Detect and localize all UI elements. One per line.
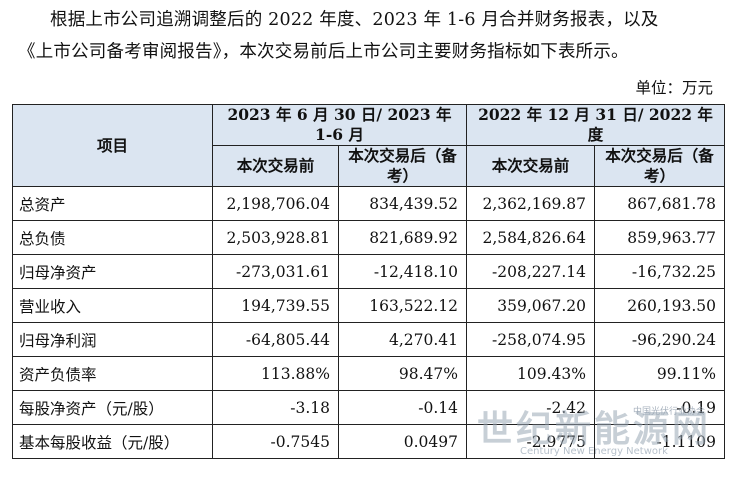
header-row-scenarios: 本次交易前 本次交易后（备考） 本次交易前 本次交易后（备考） [13,145,726,187]
table-row: 总资产 2,198,706.04 834,439.52 2,362,169.87… [12,186,726,221]
intro-line-2: 《上市公司备考审阅报告》，本次交易前后上市公司主要财务指标如下表所示。 [18,42,629,62]
metric-label: 营业收入 [12,288,213,323]
intro-paragraph: 根据上市公司追溯调整后的 2022 年度、2023 年 1-6 月合并财务报表，… [18,4,723,68]
value-cell: -2.42 [466,390,595,425]
value-cell: 2,198,706.04 [212,186,339,221]
table-row: 基本每股收益（元/股） -0.7545 0.0497 -2.9775 -1.11… [12,424,726,459]
value-cell: -273,031.61 [212,254,339,289]
table-row: 每股净资产（元/股） -3.18 -0.14 -2.42 -0.19 [12,390,726,425]
value-cell: 109.43% [466,356,595,391]
metric-label: 归母净资产 [12,254,213,289]
table-row: 资产负债率 113.88% 98.47% 109.43% 99.11% [12,356,726,391]
table-row: 归母净利润 -64,805.44 4,270.41 -258,074.95 -9… [12,322,726,357]
value-cell: 260,193.50 [593,288,726,323]
metric-label: 每股净资产（元/股） [12,390,213,425]
value-cell: 359,067.20 [466,288,595,323]
table-row: 总负债 2,503,928.81 821,689.92 2,584,826.64… [12,220,726,255]
value-cell: -0.14 [338,390,467,425]
period-header-2023: 2023 年 6 月 30 日/ 2023 年 1-6 月 [212,104,467,146]
table-row: 营业收入 194,739.55 163,522.12 359,067.20 26… [12,288,726,323]
value-cell: 4,270.41 [338,322,467,357]
value-cell: 834,439.52 [338,186,467,221]
value-cell: 0.0497 [338,424,467,459]
before-header: 本次交易前 [466,145,595,187]
before-header: 本次交易前 [212,145,339,187]
table-row: 归母净资产 -273,031.61 -12,418.10 -208,227.14… [12,254,726,289]
value-cell: -16,732.25 [593,254,726,289]
metric-label: 基本每股收益（元/股） [12,424,213,459]
value-cell: 2,584,826.64 [466,220,595,255]
value-cell: -0.7545 [212,424,339,459]
financial-indicators-table: 项目 2023 年 6 月 30 日/ 2023 年 1-6 月 2022 年 … [12,104,726,459]
value-cell: 113.88% [212,356,339,391]
value-cell: 98.47% [338,356,467,391]
value-cell: -258,074.95 [466,322,595,357]
value-cell: -96,290.24 [593,322,726,357]
value-cell: -3.18 [212,390,339,425]
value-cell: 821,689.92 [338,220,467,255]
header-row-periods: 项目 2023 年 6 月 30 日/ 2023 年 1-6 月 2022 年 … [12,104,726,187]
value-cell: 2,503,928.81 [212,220,339,255]
unit-label: 单位：万元 [635,79,713,97]
value-cell: -2.9775 [466,424,595,459]
value-cell: 99.11% [593,356,726,391]
value-cell: -12,418.10 [338,254,467,289]
value-cell: 867,681.78 [593,186,726,221]
period-header-2022: 2022 年 12 月 31 日/ 2022 年度 [465,104,726,146]
value-cell: -1.1109 [593,424,726,459]
intro-line-1: 根据上市公司追溯调整后的 2022 年度、2023 年 1-6 月合并财务报表，… [50,10,659,30]
value-cell: 163,522.12 [338,288,467,323]
value-cell: 194,739.55 [212,288,339,323]
item-header: 项目 [12,104,213,187]
metric-label: 总负债 [12,220,213,255]
value-cell: 859,963.77 [593,220,726,255]
value-cell: 2,362,169.87 [466,186,595,221]
value-cell: -64,805.44 [212,322,339,357]
value-cell: -0.19 [593,390,726,425]
metric-label: 资产负债率 [12,356,213,391]
value-cell: -208,227.14 [466,254,595,289]
metric-label: 归母净利润 [12,322,213,357]
after-header: 本次交易后（备考） [593,145,726,187]
metric-label: 总资产 [12,186,213,221]
after-header: 本次交易后（备考） [338,145,467,187]
